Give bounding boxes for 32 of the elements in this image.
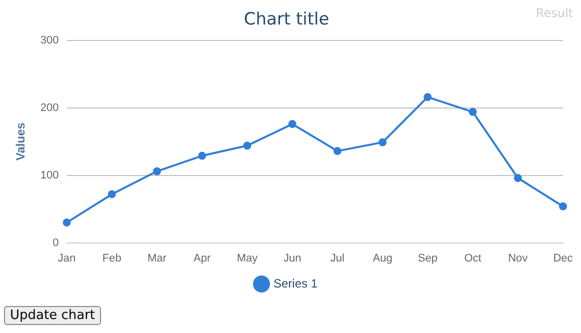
point [559, 202, 567, 210]
x-tick-label: May [236, 252, 258, 264]
x-tick-label: Apr [194, 252, 211, 264]
text: Update chart [4, 306, 102, 325]
point [424, 93, 432, 102]
point [514, 174, 522, 182]
point [152, 167, 161, 176]
point [378, 138, 387, 146]
x-tick-label: Oct [464, 252, 482, 264]
x-tick-label: Sep [418, 252, 438, 264]
chart-title: Chart title [244, 10, 330, 30]
x-tick-label: Mar [148, 252, 167, 264]
x-tick-label: Jan [58, 252, 76, 264]
x-tick-label: Dec [553, 252, 574, 264]
point [62, 218, 71, 227]
x-tick-label: Feb [102, 252, 122, 264]
x-tick-label: Jun [283, 252, 302, 264]
y-axis-title: Values [14, 122, 28, 161]
point [288, 120, 296, 128]
y-tick-label: 300 [40, 34, 59, 46]
x-tick-label: Jul [330, 252, 344, 264]
point [243, 142, 252, 150]
y-tick-label: 100 [40, 169, 59, 182]
point [468, 108, 477, 116]
point [198, 152, 206, 160]
y-tick-label: 0 [52, 236, 59, 249]
point [108, 190, 116, 198]
x-tick-label: Nov [508, 252, 528, 264]
y-tick-label: 200 [40, 102, 59, 114]
point [333, 147, 342, 156]
legend-label: Series 1 [273, 276, 318, 290]
x-tick-label: Aug [372, 252, 392, 264]
